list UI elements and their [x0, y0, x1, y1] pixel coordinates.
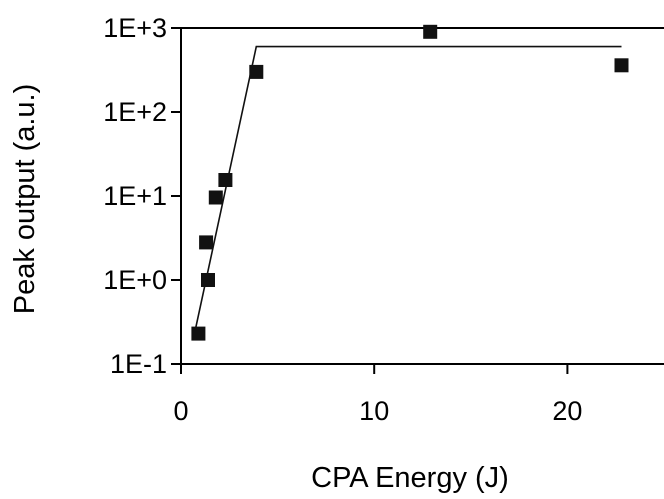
data-point	[249, 64, 264, 79]
fit-lines	[193, 45, 622, 334]
data-point	[614, 58, 629, 73]
data-point	[208, 190, 223, 205]
y-tick-label: 1E+1	[103, 181, 167, 211]
x-tick-label: 10	[359, 396, 389, 426]
y-tick-labels: 1E-1 1E+0 1E+1 1E+2 1E+3	[103, 13, 167, 379]
y-tick-label: 1E+3	[103, 13, 167, 43]
x-tick-labels: 0 10 20	[173, 396, 582, 426]
data-point	[218, 173, 233, 187]
y-tick-label: 1E-1	[110, 349, 167, 379]
data-point	[423, 24, 438, 39]
data-point	[199, 235, 214, 250]
data-point	[191, 326, 206, 341]
y-tick-label: 1E+2	[103, 97, 167, 127]
data-points	[191, 24, 629, 341]
x-tick-label: 0	[173, 396, 188, 426]
y-axis-title: Peak output (a.u.)	[9, 84, 41, 315]
data-point	[201, 273, 215, 287]
y-tick-label: 1E+0	[103, 265, 167, 295]
axes	[171, 27, 664, 374]
x-axis-title: CPA Energy (J)	[311, 462, 509, 494]
fit-line	[193, 45, 622, 334]
x-tick-label: 20	[552, 396, 582, 426]
